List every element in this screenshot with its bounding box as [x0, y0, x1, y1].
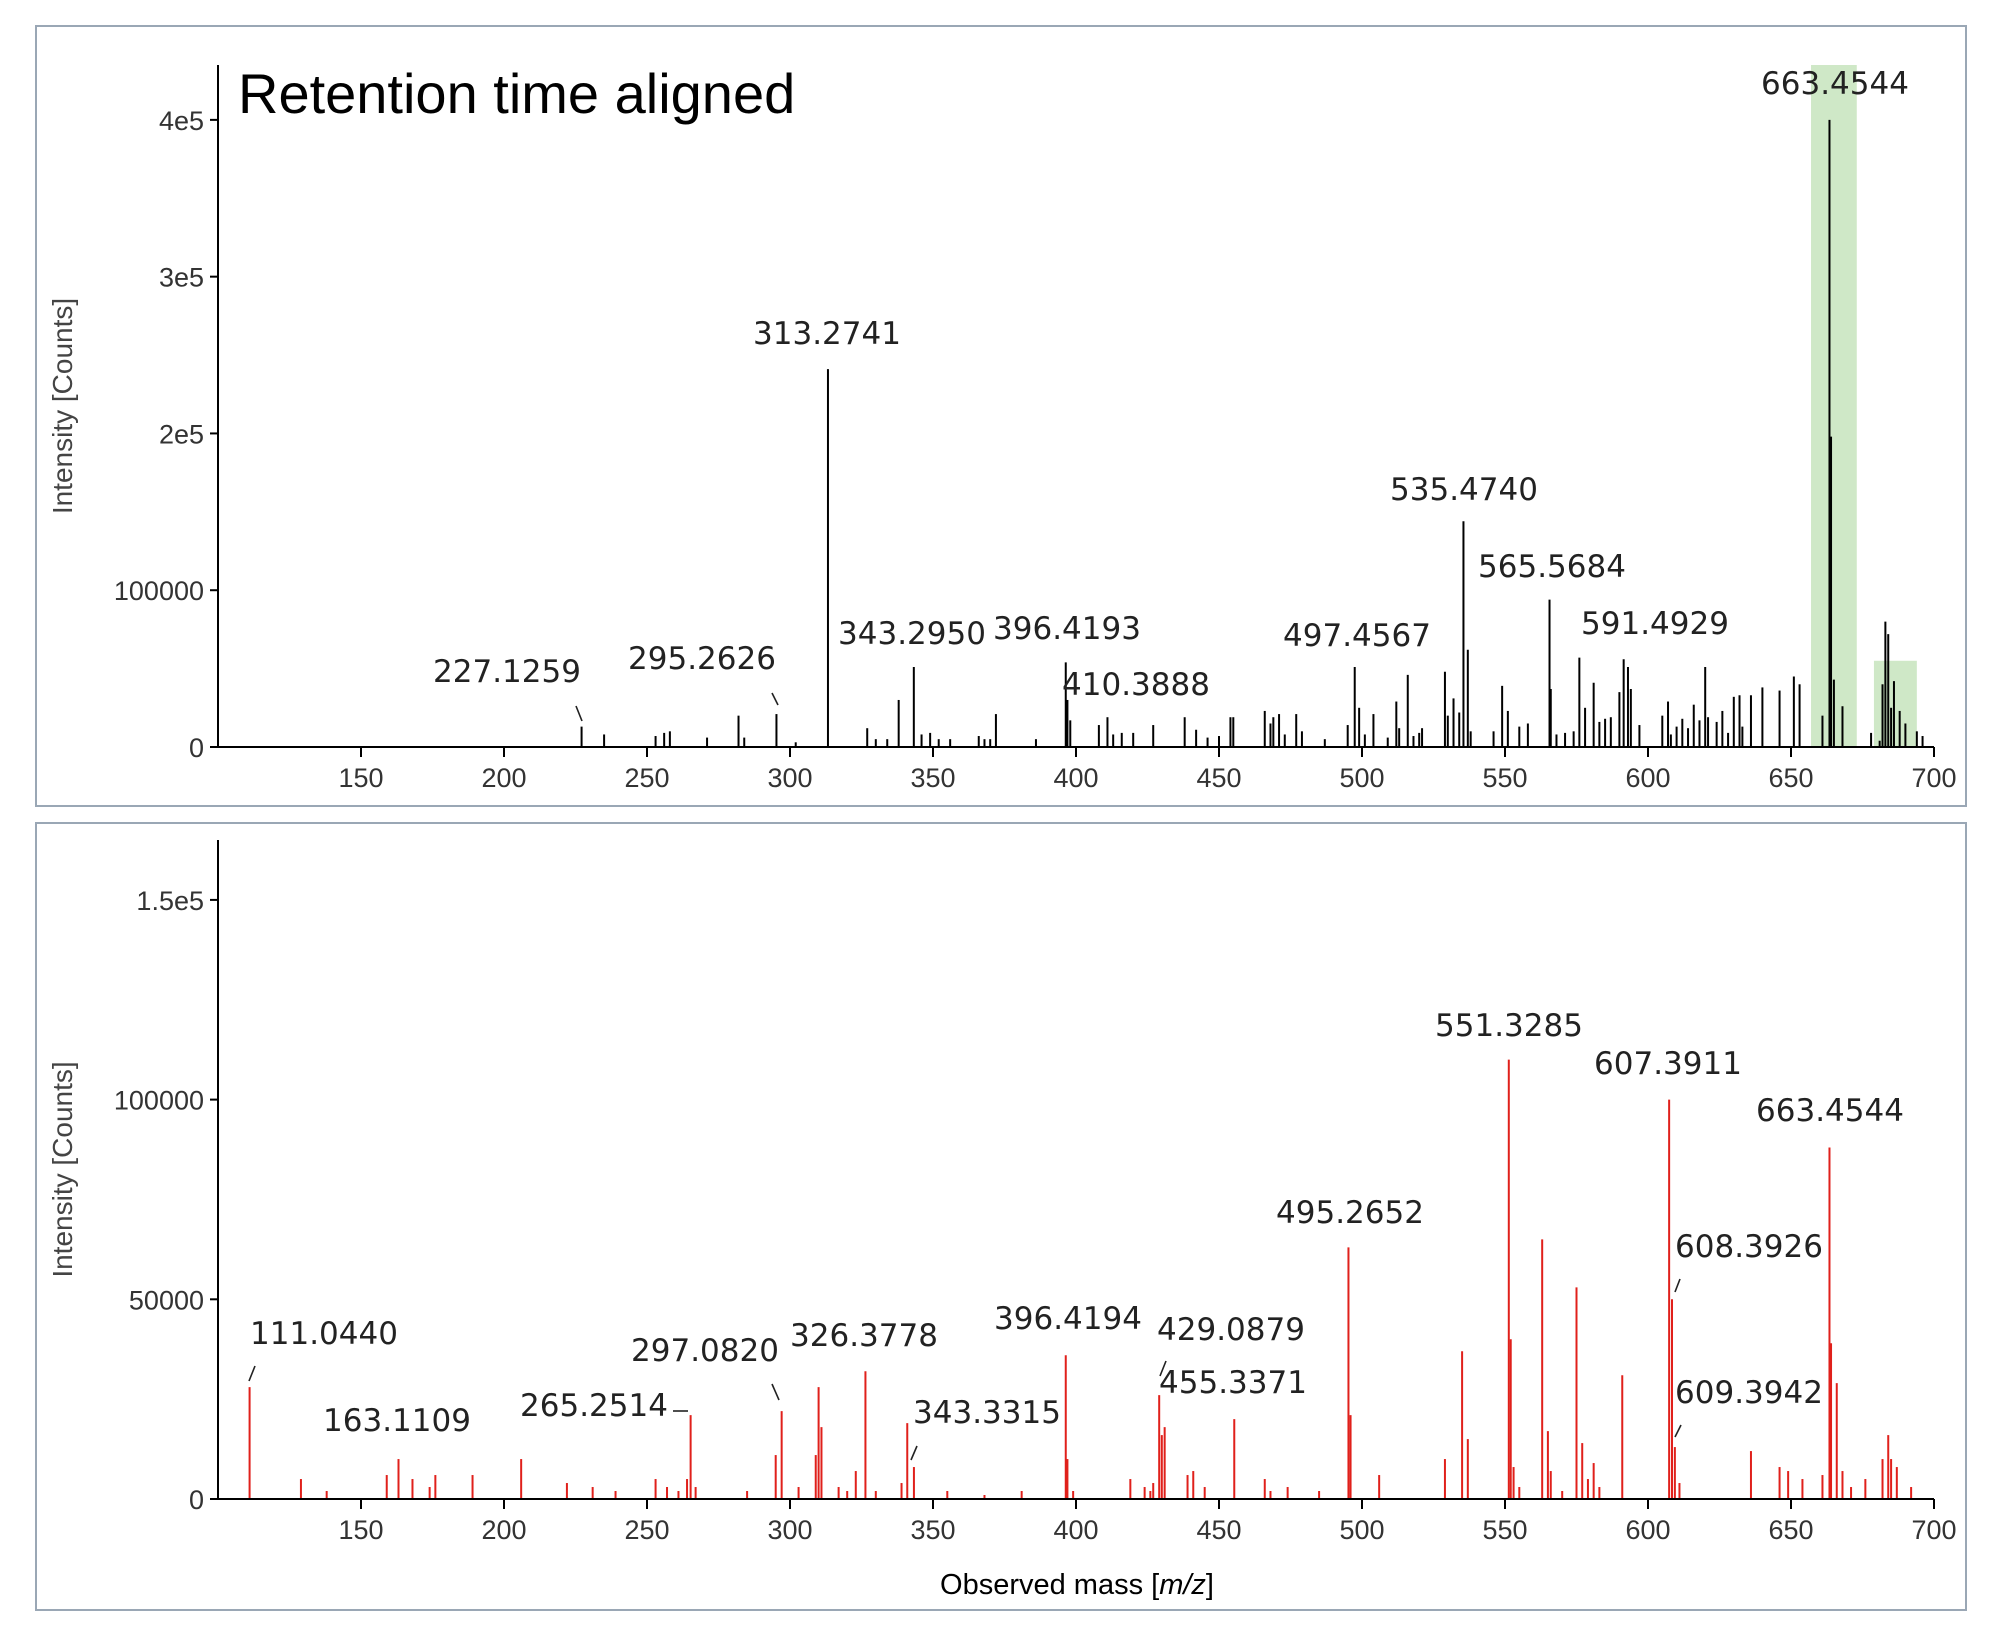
panel-bottom-peak-labels: 551.3285 607.3911 663.4544 495.2652 608.3926… [248, 1008, 1904, 1461]
x-tick-label-250: 250 [624, 763, 669, 793]
peak-label-609-3942: 609.3942 [1675, 1375, 1823, 1411]
peak-label-663-4544: 663.4544 [1756, 1093, 1904, 1129]
panel-bottom: 150 200 250 300 350 400 450 500 550 600 650 700 0 500… [35, 822, 1967, 1611]
y-tick-label-400000: 4e5 [159, 106, 204, 136]
y-tick-label-0: 0 [189, 733, 204, 763]
peak-label-leader-12 [1674, 1424, 1682, 1438]
peak-label-leader-10 [575, 705, 583, 722]
y-tick-label-200000: 2e5 [159, 419, 204, 449]
x-tick-label-600: 600 [1625, 1515, 1670, 1545]
panel-top-ticks: 150 200 250 300 350 400 450 500 550 600 650 700 0 100… [114, 106, 1957, 793]
peak-label-535-4740: 535.4740 [1390, 472, 1538, 508]
panel-bottom-ticks: 150 200 250 300 350 400 450 500 550 600 650 700 0 500… [114, 886, 1957, 1545]
x-tick-label-600: 600 [1625, 763, 1670, 793]
x-tick-label-200: 200 [481, 763, 526, 793]
peak-label-313-2741: 313.2741 [753, 316, 901, 352]
x-tick-label-550: 550 [1482, 763, 1527, 793]
panel-bottom-y-axis-label: Intensity [Counts] [47, 1061, 78, 1277]
highlight-band-0 [1811, 65, 1857, 747]
peak-label-495-2652: 495.2652 [1276, 1195, 1424, 1231]
peak-label-227-1259: 227.1259 [433, 654, 581, 690]
x-tick-label-650: 650 [1768, 763, 1813, 793]
x-axis-label: Observed mass [m/z] [940, 1569, 1214, 1601]
x-tick-label-500: 500 [1339, 1515, 1384, 1545]
peak-label-leader-7 [771, 1383, 780, 1401]
x-tick-label-550: 550 [1482, 1515, 1527, 1545]
panel-top-title: Retention time aligned [238, 62, 795, 125]
y-tick-label-100000: 100000 [114, 576, 204, 606]
x-tick-label-450: 450 [1196, 1515, 1241, 1545]
peak-label-leader-9 [1159, 1360, 1167, 1377]
panel-top-peak-labels: 663.4544 313.2741 535.4740 565.5684 591.4929… [433, 66, 1909, 722]
peak-label-497-4567: 497.4567 [1283, 618, 1431, 654]
peak-label-607-3911: 607.3911 [1594, 1046, 1742, 1082]
y-tick-label-300000: 3e5 [159, 263, 204, 293]
x-tick-label-700: 700 [1911, 763, 1956, 793]
panel-top-highlights [1811, 65, 1917, 747]
peak-label-295-2626: 295.2626 [628, 641, 776, 677]
panel-top: 150 200 250 300 350 400 450 500 550 600 650 700 0 100… [35, 25, 1967, 807]
panel-top-peaks [580, 119, 1924, 747]
peak-label-591-4929: 591.4929 [1581, 606, 1729, 642]
peak-label-leader-13 [910, 1445, 918, 1461]
x-tick-label-450: 450 [1196, 763, 1241, 793]
x-tick-label-400: 400 [1053, 763, 1098, 793]
peak-label-429-0879: 429.0879 [1157, 1312, 1305, 1348]
x-tick-label-650: 650 [1768, 1515, 1813, 1545]
peak-label-663-4544: 663.4544 [1761, 66, 1909, 102]
peak-label-leader-4 [1674, 1278, 1681, 1293]
x-tick-label-150: 150 [338, 763, 383, 793]
panel-bottom-frame [35, 822, 1967, 1611]
peak-label-163-1109: 163.1109 [323, 1403, 471, 1439]
panel-bottom-peaks [217, 1059, 1913, 1499]
peak-label-396-4194: 396.4194 [994, 1301, 1142, 1337]
y-tick-label-150000: 1.5e5 [136, 886, 204, 916]
peak-label-297-0820: 297.0820 [631, 1333, 779, 1369]
peak-label-111-0440: 111.0440 [250, 1316, 398, 1352]
y-tick-label-0: 0 [189, 1485, 204, 1515]
peak-label-343-2950: 343.2950 [838, 616, 986, 652]
x-tick-label-150: 150 [338, 1515, 383, 1545]
peak-label-leader-9 [771, 692, 779, 706]
highlight-band-1 [1873, 660, 1917, 747]
x-tick-label-350: 350 [910, 763, 955, 793]
panel-top-y-axis-label: Intensity [Counts] [47, 298, 78, 514]
peak-label-leader-5 [248, 1365, 256, 1382]
x-tick-label-700: 700 [1911, 1515, 1956, 1545]
peak-label-551-3285: 551.3285 [1435, 1008, 1583, 1044]
x-tick-label-250: 250 [624, 1515, 669, 1545]
peak-label-608-3926: 608.3926 [1675, 1229, 1823, 1265]
panel-top-frame [35, 25, 1967, 807]
peak-label-410-3888: 410.3888 [1062, 667, 1210, 703]
peak-label-455-3371: 455.3371 [1159, 1365, 1307, 1401]
peak-label-265-2514: 265.2514 [520, 1388, 668, 1424]
peak-label-396-4193: 396.4193 [993, 611, 1141, 647]
peak-label-343-3315: 343.3315 [913, 1395, 1061, 1431]
x-tick-label-300: 300 [767, 1515, 812, 1545]
x-tick-label-300: 300 [767, 763, 812, 793]
x-tick-label-200: 200 [481, 1515, 526, 1545]
x-tick-label-400: 400 [1053, 1515, 1098, 1545]
x-tick-label-350: 350 [910, 1515, 955, 1545]
y-tick-label-50000: 50000 [129, 1285, 204, 1315]
peak-label-326-3778: 326.3778 [790, 1318, 938, 1354]
x-tick-label-500: 500 [1339, 763, 1384, 793]
y-tick-label-100000: 100000 [114, 1086, 204, 1116]
peak-label-565-5684: 565.5684 [1478, 549, 1626, 585]
